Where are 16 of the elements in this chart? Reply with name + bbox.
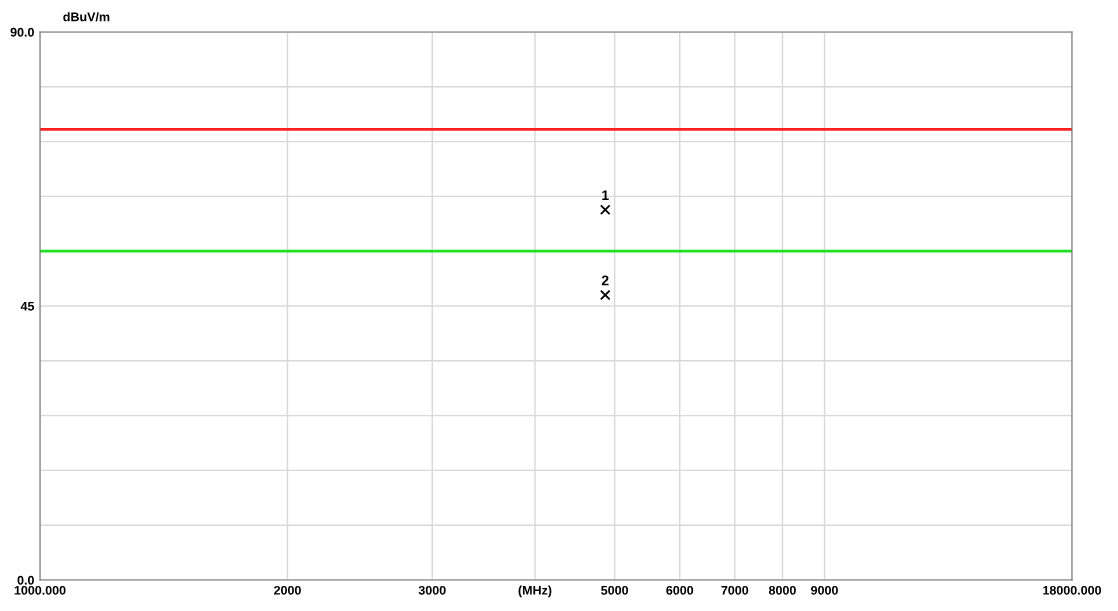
x-tick-label: 18000.000 (1043, 585, 1102, 595)
x-tick-label: 1000.000 (14, 585, 66, 595)
x-tick-label: 2000 (274, 585, 301, 595)
x-tick-label: 3000 (418, 585, 446, 595)
x-tick-label: 6000 (666, 585, 694, 595)
x-axis-title: (MHz) (518, 585, 552, 598)
annotation: 2 (601, 275, 609, 286)
annotation: 1 (602, 190, 609, 200)
x-tick-label: 5000 (601, 585, 629, 595)
y-tick-label: 0.0 (17, 575, 34, 585)
y-tick-label: 45 (20, 301, 35, 311)
x-tick-label: 8000 (768, 585, 796, 595)
x-tick-label: 9000 (811, 585, 838, 595)
y-axis-title: dBuV/m (63, 12, 110, 22)
x-tick-label: 7000 (721, 585, 749, 595)
y-tick-label: 90.0 (10, 27, 34, 37)
